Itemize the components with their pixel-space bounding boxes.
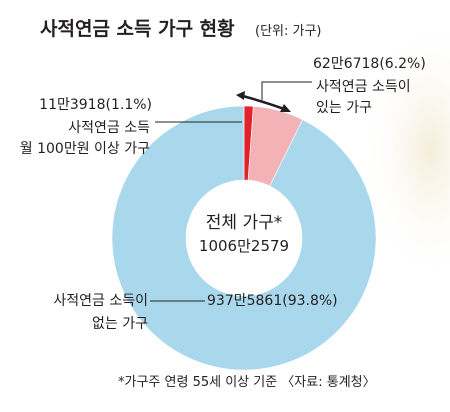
slice-value-label-blue: 937만5861(93.8%): [207, 293, 338, 309]
center-total-label: 전체 가구*: [206, 213, 282, 233]
center-total-value: 1006만2579: [199, 237, 289, 255]
slice-value-label-red: 11만3918(1.1%): [39, 97, 152, 113]
slice-name-line1-pink: 사적연금 소득이: [316, 79, 411, 95]
pink-slice-leader-line: [261, 81, 312, 100]
slice-name-line2-red: 월 100만원 이상 가구: [20, 141, 150, 157]
arc-arrow-left: [236, 91, 245, 100]
slice-value-label-pink: 62만6718(6.2%): [313, 56, 426, 72]
arc-arrow-right: [280, 104, 291, 112]
chart-title: 사적연금 소득 가구 현황: [40, 17, 235, 40]
chart-unit: (단위: 가구): [255, 24, 322, 39]
footnote: *가구주 연령 55세 이상 기준 〈자료: 통계청〉: [118, 375, 376, 390]
donut-slice-blue: [111, 105, 377, 371]
slice-name-line2-blue: 없는 가구: [92, 316, 148, 332]
slice-name-line1-blue: 사적연금 소득이: [53, 293, 148, 309]
background-decoration: [360, 10, 450, 290]
slice-name-line2-pink: 있는 가구: [316, 100, 372, 116]
slice-name-line1-red: 사적연금 소득: [68, 120, 150, 136]
